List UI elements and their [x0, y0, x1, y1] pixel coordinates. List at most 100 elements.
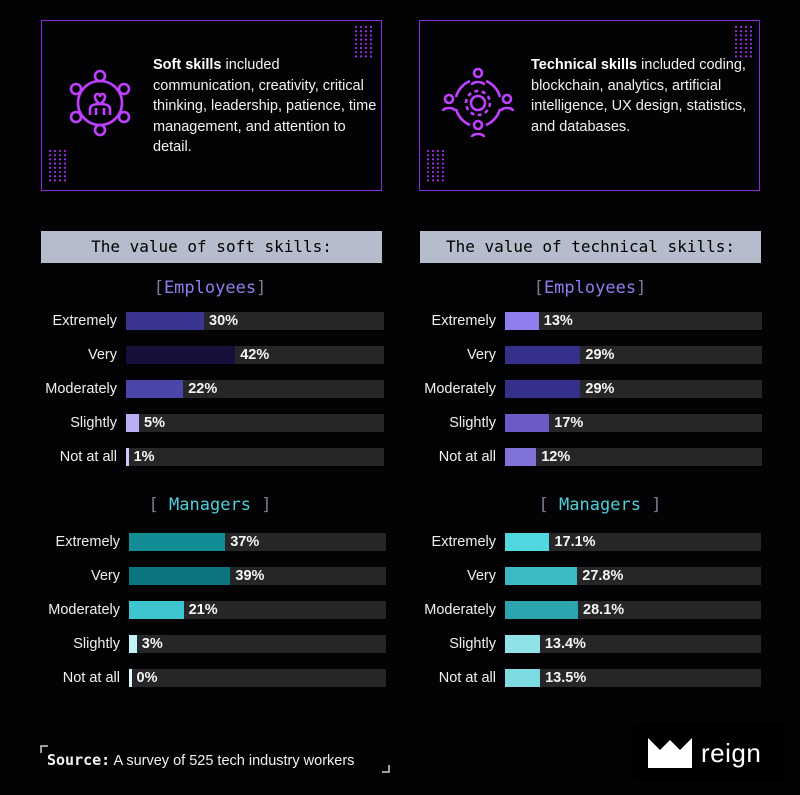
- bar: [126, 448, 129, 466]
- source-text: A survey of 525 tech industry workers: [113, 753, 355, 769]
- category-label: Slightly: [70, 415, 117, 431]
- bar: [505, 601, 579, 619]
- bar-row: Extremely 17.1%: [432, 533, 761, 551]
- soft-skills-banner: The value of soft skills:: [41, 231, 382, 263]
- soft-managers-label: [ Managers ]: [148, 495, 272, 515]
- value-label: 28.1%: [583, 602, 625, 618]
- category-label: Slightly: [449, 636, 496, 652]
- bar-row: Not at all 1%: [60, 448, 384, 466]
- value-label: 27.8%: [582, 568, 624, 584]
- value-label: 12%: [541, 449, 571, 465]
- technical-skills-description: Technical skills included coding, blockc…: [531, 57, 747, 135]
- bar: [129, 635, 137, 653]
- value-label: 29%: [585, 347, 615, 363]
- category-label: Very: [90, 568, 120, 584]
- people-heart-circle-icon: [64, 67, 136, 139]
- category-label: Moderately: [424, 381, 496, 397]
- value-label: 13.4%: [544, 636, 586, 652]
- value-label: 5%: [144, 415, 165, 431]
- technical-skills-card: Technical skills included coding, blockc…: [419, 20, 760, 191]
- source-label: Source:: [47, 751, 111, 769]
- value-label: 1%: [133, 449, 155, 465]
- bar: [126, 312, 204, 330]
- value-label: 3%: [141, 636, 163, 652]
- bar-track: [129, 669, 386, 687]
- value-label: 22%: [188, 381, 218, 397]
- soft-employees-label: [Employees]: [153, 278, 267, 298]
- gear-people-network-icon: [441, 67, 515, 139]
- value-label: 29%: [585, 381, 615, 397]
- category-label: Not at all: [438, 449, 496, 465]
- bar-track: [505, 635, 761, 653]
- bar-track: [126, 448, 384, 466]
- bar-row: Extremely 13%: [432, 312, 762, 330]
- technical-skills-banner: The value of technical skills:: [420, 231, 761, 263]
- bar-track: [505, 533, 761, 551]
- category-label: Very: [87, 347, 117, 363]
- category-label: Moderately: [45, 381, 117, 397]
- dot-grid-decoration: [48, 149, 67, 182]
- bar: [505, 533, 550, 551]
- bar-row: Very 39%: [91, 567, 386, 585]
- soft-skills-card: Soft skills included communication, crea…: [41, 20, 382, 191]
- bar: [126, 414, 139, 432]
- bar-row: Moderately 21%: [48, 601, 386, 619]
- bar: [129, 669, 132, 687]
- bar: [129, 601, 184, 619]
- bar: [505, 448, 537, 466]
- bar-row: Slightly 17%: [449, 414, 762, 432]
- bar-row: Moderately 28.1%: [424, 601, 761, 619]
- bar-row: Extremely 30%: [53, 312, 384, 330]
- bar: [505, 567, 578, 585]
- category-label: Extremely: [431, 313, 496, 329]
- bar-row: Slightly 13.4%: [449, 635, 761, 653]
- category-label: Moderately: [48, 602, 120, 618]
- value-label: 37%: [230, 534, 260, 550]
- category-label: Extremely: [55, 534, 120, 550]
- bar-track: [505, 448, 762, 466]
- value-label: 17%: [554, 415, 584, 431]
- bar: [505, 346, 581, 364]
- bar: [126, 380, 184, 398]
- bar: [505, 414, 550, 432]
- bar-row: Extremely 37%: [56, 533, 386, 551]
- category-label: Very: [466, 568, 496, 584]
- category-label: Very: [466, 347, 496, 363]
- bar: [126, 346, 236, 364]
- value-label: 13%: [543, 313, 573, 329]
- bar-track: [505, 312, 762, 330]
- logo-wordmark: reign: [701, 738, 762, 768]
- bar-row: Not at all 13.5%: [439, 669, 761, 687]
- bar-track: [505, 669, 761, 687]
- dot-grid-decoration: [426, 149, 445, 182]
- value-label: 30%: [209, 313, 239, 329]
- bar: [505, 380, 581, 398]
- bar: [505, 312, 539, 330]
- bar: [505, 635, 540, 653]
- bar-track: [505, 414, 762, 432]
- source-note: Source: A survey of 525 tech industry wo…: [40, 745, 390, 773]
- dot-grid-decoration: [354, 25, 373, 58]
- value-label: 13.5%: [545, 670, 587, 686]
- category-label: Not at all: [59, 449, 117, 465]
- category-label: Extremely: [52, 313, 117, 329]
- value-label: 0%: [136, 670, 158, 686]
- category-label: Not at all: [438, 670, 496, 686]
- category-label: Not at all: [62, 670, 120, 686]
- bar-row: Very 27.8%: [467, 567, 761, 585]
- dot-grid-decoration: [734, 25, 753, 58]
- bar: [129, 567, 231, 585]
- bar-track: [126, 414, 384, 432]
- bar-row: Slightly 3%: [73, 635, 386, 653]
- value-label: 42%: [240, 347, 270, 363]
- value-label: 39%: [235, 568, 265, 584]
- crown-icon: [648, 738, 692, 768]
- category-label: Slightly: [449, 415, 496, 431]
- bar-row: Slightly 5%: [70, 414, 384, 432]
- bar: [505, 669, 541, 687]
- category-label: Slightly: [73, 636, 120, 652]
- category-label: Extremely: [431, 534, 496, 550]
- bar: [129, 533, 226, 551]
- bar-track: [129, 635, 386, 653]
- reign-logo: reign: [633, 722, 785, 782]
